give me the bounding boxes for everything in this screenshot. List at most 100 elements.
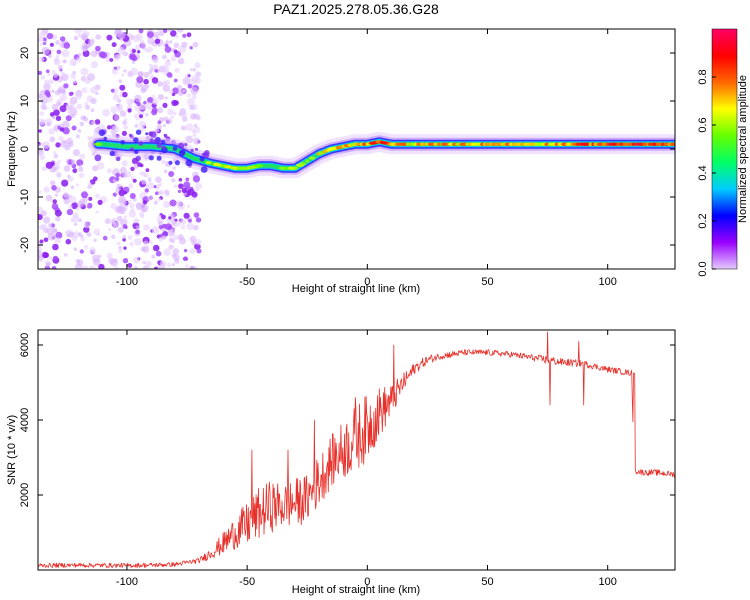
noise-blob bbox=[39, 56, 45, 63]
noise-blob bbox=[149, 67, 154, 72]
noise-blob bbox=[137, 70, 144, 78]
noise-blob bbox=[38, 31, 46, 39]
noise-blob bbox=[48, 128, 55, 135]
noise-blob bbox=[88, 182, 92, 186]
noise-blob bbox=[173, 184, 178, 189]
noise-blob bbox=[46, 32, 54, 40]
colorbar-tick-label: 0.4 bbox=[697, 165, 709, 180]
noise-blob bbox=[162, 102, 168, 108]
noise-blob bbox=[122, 238, 126, 242]
noise-blob bbox=[87, 73, 95, 82]
noise-blob bbox=[192, 133, 197, 138]
noise-blob bbox=[194, 182, 203, 190]
ridge-hotspot bbox=[283, 166, 288, 170]
ridge-side-blob bbox=[203, 152, 210, 159]
noise-blob bbox=[185, 264, 189, 268]
noise-blob bbox=[61, 179, 69, 187]
noise-blob bbox=[140, 214, 145, 219]
noise-blob bbox=[38, 144, 42, 150]
noise-blob bbox=[66, 137, 73, 145]
y-tick-label: 20 bbox=[19, 47, 31, 59]
noise-blob bbox=[38, 70, 43, 75]
noise-blob bbox=[172, 87, 179, 95]
ridge-side-blob bbox=[116, 156, 121, 162]
noise-blob bbox=[67, 110, 71, 115]
noise-blob bbox=[82, 115, 87, 119]
noise-blob bbox=[76, 159, 84, 167]
noise-blob bbox=[98, 51, 106, 58]
noise-blob bbox=[177, 84, 183, 90]
noise-blob bbox=[130, 67, 139, 76]
noise-blob bbox=[147, 96, 154, 104]
noise-blob bbox=[173, 42, 180, 49]
noise-blob bbox=[185, 135, 194, 144]
noise-blob bbox=[135, 44, 141, 50]
noise-blob bbox=[54, 209, 62, 217]
snr-series-line bbox=[38, 331, 675, 568]
noise-blob bbox=[46, 69, 50, 73]
noise-blob bbox=[158, 190, 164, 196]
x-tick-label: 0 bbox=[364, 576, 370, 588]
noise-blob bbox=[41, 46, 50, 55]
noise-blob bbox=[116, 183, 122, 189]
noise-blob bbox=[157, 29, 165, 34]
ridge-side-blob bbox=[185, 159, 193, 167]
noise-blob bbox=[189, 248, 196, 255]
colorbar-gradient bbox=[711, 28, 738, 270]
noise-blob bbox=[132, 256, 140, 264]
noise-blob bbox=[127, 235, 133, 240]
noise-blob bbox=[189, 46, 193, 50]
noise-blob bbox=[92, 165, 99, 172]
noise-blob bbox=[82, 50, 90, 57]
noise-blob bbox=[169, 40, 173, 44]
noise-blob bbox=[110, 203, 117, 210]
noise-blob bbox=[157, 220, 163, 226]
noise-blob bbox=[151, 77, 159, 84]
noise-blob bbox=[164, 43, 169, 48]
noise-blob bbox=[53, 153, 59, 159]
ridge-hotspot bbox=[308, 156, 316, 160]
ridge-side-blob bbox=[138, 141, 144, 146]
ridge-side-blob bbox=[148, 155, 154, 161]
noise-blob bbox=[121, 160, 128, 167]
noise-blob bbox=[44, 79, 50, 85]
noise-blob bbox=[130, 208, 135, 213]
noise-blob bbox=[173, 49, 178, 54]
y-tick-label: -20 bbox=[19, 237, 31, 253]
noise-blob bbox=[173, 100, 179, 106]
noise-blob bbox=[156, 183, 161, 189]
noise-blob bbox=[122, 91, 128, 98]
noise-blob bbox=[157, 197, 161, 202]
noise-blob bbox=[165, 223, 172, 231]
noise-blob bbox=[151, 254, 156, 259]
noise-blob bbox=[122, 224, 128, 229]
noise-blob bbox=[106, 252, 113, 259]
noise-blob bbox=[155, 250, 162, 257]
noise-blob bbox=[178, 237, 187, 245]
noise-blob bbox=[38, 149, 44, 156]
noise-blob bbox=[127, 108, 132, 113]
noise-blob bbox=[43, 216, 51, 224]
noise-blob bbox=[135, 225, 140, 230]
noise-blob bbox=[157, 107, 164, 114]
noise-blob bbox=[121, 172, 128, 178]
noise-blob bbox=[122, 235, 127, 239]
noise-blob bbox=[108, 228, 112, 232]
noise-blob bbox=[139, 114, 143, 119]
noise-blob bbox=[61, 49, 70, 58]
noise-blob bbox=[151, 226, 160, 235]
noise-blob bbox=[48, 78, 54, 85]
noise-blob bbox=[60, 140, 68, 148]
noise-blob bbox=[67, 174, 71, 178]
colorbar: 0.0 0.2 0.4 0.6 0.8 Normalized spectral ampl… bbox=[697, 28, 749, 277]
noise-blob bbox=[145, 102, 154, 110]
noise-blob bbox=[138, 120, 147, 128]
noise-blob bbox=[131, 61, 135, 65]
noise-blob bbox=[128, 183, 134, 189]
noise-blob bbox=[118, 195, 126, 204]
noise-blob bbox=[169, 199, 177, 207]
noise-blob bbox=[114, 266, 119, 269]
noise-blob bbox=[68, 204, 73, 209]
noise-blob bbox=[136, 33, 143, 41]
